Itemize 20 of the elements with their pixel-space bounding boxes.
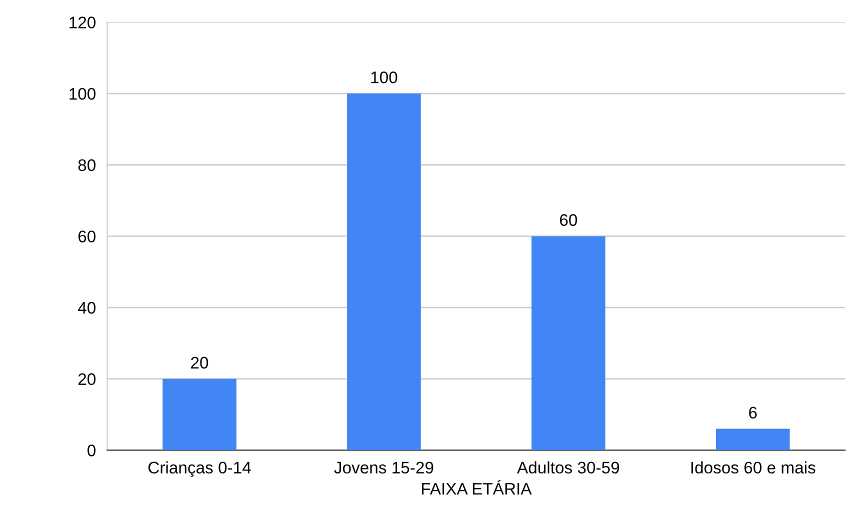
bar — [162, 378, 236, 450]
bar — [347, 94, 421, 450]
x-tick-label: Crianças 0-14 — [148, 461, 251, 477]
y-tick-label: 0 — [88, 444, 96, 456]
y-tick-label: 100 — [70, 88, 96, 100]
data-label: 20 — [191, 356, 208, 369]
y-tick-label: 40 — [78, 302, 96, 314]
data-label: 60 — [560, 214, 578, 226]
x-tick-label: Adultos 30-59 — [517, 461, 620, 474]
x-tick-label: Jovens 15-29 — [334, 462, 434, 474]
data-label: 100 — [371, 72, 398, 84]
y-tick-label: 20 — [78, 373, 96, 386]
y-tick-label: 80 — [78, 159, 96, 172]
bar — [716, 428, 790, 450]
x-axis-title: FAIXA ETÁRIA — [422, 480, 532, 495]
bar — [532, 236, 606, 450]
data-label: 6 — [749, 406, 757, 419]
y-tick-label: 60 — [78, 230, 96, 242]
y-tick-label: 120 — [70, 16, 96, 28]
x-tick-label: Idosos 60 e mais — [691, 461, 816, 474]
